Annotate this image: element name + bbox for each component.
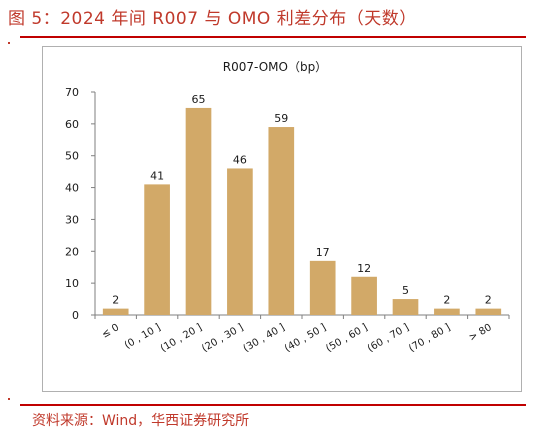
y-tick-label: 70 [65, 86, 79, 99]
bar-value-label: 2 [443, 294, 450, 307]
bar-value-label: 59 [274, 112, 288, 125]
chart-frame: R007-OMO（bp） 0 10 20 30 40 50 60 70 2 ≤ 0 41 (0 , … [42, 46, 522, 392]
bar [434, 308, 460, 315]
bar [351, 276, 377, 315]
x-tick-label: (60 , 70 ] [366, 322, 411, 355]
bottom-rule [20, 404, 526, 406]
bar [185, 107, 212, 315]
bar [392, 299, 419, 315]
bar [309, 260, 336, 315]
bar [268, 127, 295, 316]
x-tick-label: (10 , 20 ] [159, 322, 204, 355]
margin-dot-top [8, 42, 10, 44]
x-tick-label: (40 , 50 ] [283, 322, 328, 355]
bar [144, 184, 170, 315]
x-tick-label: (50 , 60 ] [324, 322, 369, 355]
x-tick-label: (0 , 10 ] [123, 322, 163, 351]
bar-chart: R007-OMO（bp） 0 10 20 30 40 50 60 70 2 ≤ 0 41 (0 , … [65, 60, 510, 355]
bar-value-label: 2 [112, 294, 119, 307]
x-tick-label: (30 , 40 ] [241, 322, 286, 355]
x-tick-label: (20 , 30 ] [200, 322, 245, 355]
y-tick-label: 30 [65, 213, 79, 226]
chart-title: R007-OMO（bp） [223, 60, 327, 74]
figure-title: 图 5：2024 年间 R007 与 OMO 利差分布（天数） [8, 9, 417, 29]
bar-value-label: 41 [150, 169, 164, 182]
bar-value-label: 5 [402, 284, 409, 297]
y-tick-label: 0 [72, 309, 79, 322]
bar-value-label: 12 [357, 262, 371, 275]
x-tick-label: > 80 [467, 322, 494, 344]
y-tick-label: 20 [65, 245, 79, 258]
margin-dot-bottom [8, 398, 10, 400]
y-tick-label: 50 [65, 150, 79, 163]
bar-value-label: 17 [316, 246, 330, 259]
y-tick-label: 60 [65, 118, 79, 131]
bar [102, 308, 129, 315]
x-tick-label: ≤ 0 [100, 322, 121, 340]
bar [227, 168, 253, 315]
source-note: 资料来源：Wind，华西证券研究所 [32, 413, 250, 429]
bar-value-label: 2 [485, 294, 492, 307]
y-tick-label: 10 [65, 277, 79, 290]
bar [475, 308, 502, 315]
bar-value-label: 65 [192, 93, 206, 106]
top-rule [20, 36, 526, 38]
x-tick-label: (70 , 80 ] [407, 322, 452, 355]
y-tick-label: 40 [65, 182, 79, 195]
bar-value-label: 46 [233, 153, 247, 166]
